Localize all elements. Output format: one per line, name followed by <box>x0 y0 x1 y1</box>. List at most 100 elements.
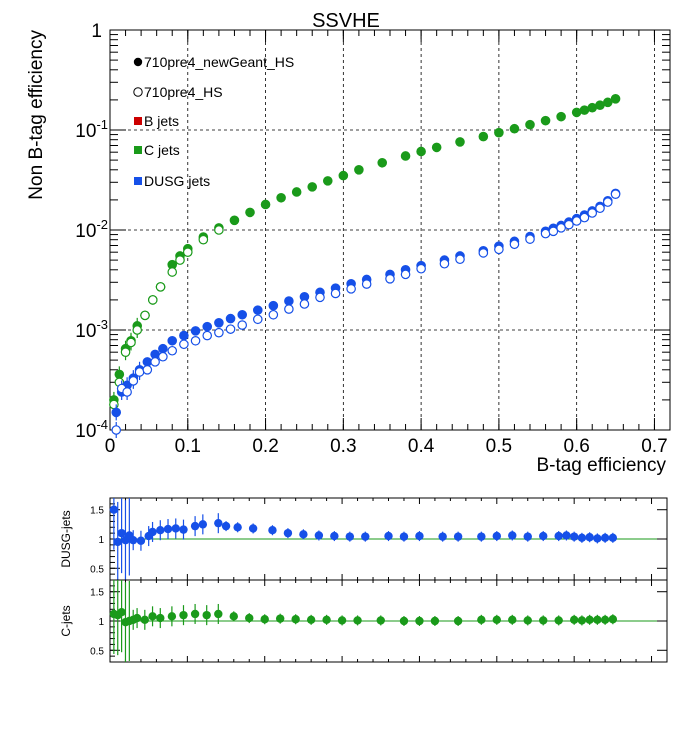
ratio-point <box>233 523 242 532</box>
data-point <box>167 345 178 356</box>
legend-entry-label: C jets <box>144 142 180 158</box>
dusg-ratio-ylabel: DUSG-jets <box>59 510 73 567</box>
data-point <box>276 192 286 203</box>
dusg-ratio-content: 1.5 1 0.5 <box>90 498 668 580</box>
data-point <box>291 187 302 197</box>
main-ticks <box>109 29 671 431</box>
data-point <box>338 170 349 181</box>
legend-entry-label: 710pre4_HS <box>144 84 223 100</box>
data-point <box>190 326 201 336</box>
ratio-point <box>322 615 331 625</box>
data-point <box>214 327 224 338</box>
ratio-point <box>275 614 285 623</box>
data-point <box>400 151 411 161</box>
data-point <box>128 376 139 386</box>
c-ratio-content: 1.5 1 0.5 <box>90 580 668 662</box>
ratio-point <box>306 615 316 625</box>
ratio-point <box>554 531 563 541</box>
ratio-y-tick-label: 0.5 <box>90 564 104 575</box>
data-point <box>284 296 294 306</box>
ratio-point <box>214 518 223 528</box>
ratio-point <box>593 615 602 625</box>
data-point <box>299 299 310 309</box>
data-point <box>225 313 236 324</box>
legend-entry-label: DUSG jets <box>144 173 210 189</box>
ratio-point <box>577 616 587 625</box>
ratio-point <box>163 524 173 534</box>
ratio-point <box>608 533 618 543</box>
legend-marker-filled <box>133 57 143 67</box>
data-point <box>120 347 131 357</box>
data-point <box>494 244 504 255</box>
ratio-point <box>593 534 602 543</box>
ratio-point <box>523 532 532 541</box>
c-ratio-ylabel: C-jets <box>59 605 73 636</box>
ratio-y-tick-label: 1.5 <box>90 506 104 517</box>
y-tick-label: 10-3 <box>75 317 108 342</box>
ratio-point <box>608 615 618 624</box>
data-point <box>111 407 122 418</box>
ratio-point <box>562 531 571 540</box>
ratio-point <box>554 616 563 625</box>
x-tick-label: 0.2 <box>252 436 278 457</box>
ratio-point <box>260 615 269 624</box>
data-point <box>602 97 613 108</box>
ratio-point <box>508 615 517 625</box>
ratio-point <box>221 521 231 531</box>
ratio-point <box>140 615 150 625</box>
data-point <box>610 189 621 200</box>
legend-swatch <box>134 117 142 125</box>
data-point <box>478 131 489 142</box>
ratio-point <box>399 616 409 626</box>
data-point <box>346 284 356 294</box>
ratio-y-tick-label: 1 <box>98 535 104 546</box>
data-point <box>579 105 590 115</box>
ratio-point <box>132 613 142 623</box>
y-tick-label: 10-1 <box>75 117 108 142</box>
data-point <box>155 282 166 292</box>
ratio-point <box>492 615 502 625</box>
data-point <box>175 255 185 265</box>
ratio-point <box>569 615 579 625</box>
data-point <box>214 225 224 235</box>
data-point <box>322 176 333 186</box>
data-point <box>509 123 520 134</box>
data-point <box>556 111 566 122</box>
ratio-point <box>148 612 157 621</box>
data-point <box>284 304 294 314</box>
data-point <box>455 254 465 265</box>
data-point <box>237 309 248 320</box>
ratio-point <box>600 615 610 625</box>
data-point <box>361 279 372 289</box>
ratio-point <box>384 531 393 541</box>
data-point <box>385 274 395 284</box>
ratio-point <box>477 615 486 625</box>
ratio-point <box>399 532 409 541</box>
ratio-point <box>148 527 157 537</box>
data-point <box>190 335 201 346</box>
data-point <box>416 263 426 274</box>
data-point <box>431 142 442 153</box>
dusg-ratio-plot: DUSG-jets 1.5 1 0.5 <box>59 497 668 581</box>
x-tick-label: 0.1 <box>175 436 201 457</box>
y-tick-label: 10-2 <box>75 217 108 242</box>
data-point <box>556 223 566 233</box>
ratio-point <box>245 613 254 623</box>
legend-entry-label: B jets <box>144 113 179 129</box>
data-point <box>525 119 535 130</box>
data-point <box>260 199 271 210</box>
x-tick-label: 0.4 <box>408 436 435 457</box>
ratio-point <box>361 532 370 541</box>
y-tick-label: 1 <box>91 21 102 42</box>
data-point <box>540 228 551 239</box>
ratio-point <box>136 536 146 545</box>
data-point <box>111 425 122 435</box>
data-point <box>158 343 168 354</box>
ratio-point <box>248 524 258 533</box>
ratio-point <box>202 610 211 620</box>
data-point <box>548 226 559 237</box>
data-point <box>571 107 582 118</box>
ratio-point <box>214 609 223 619</box>
data-point <box>354 164 364 175</box>
chart-title: SSVHE <box>312 10 380 32</box>
